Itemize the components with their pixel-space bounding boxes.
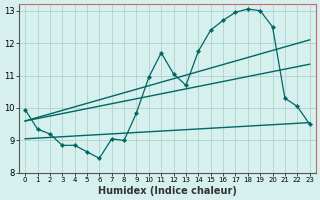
X-axis label: Humidex (Indice chaleur): Humidex (Indice chaleur) [98,186,237,196]
